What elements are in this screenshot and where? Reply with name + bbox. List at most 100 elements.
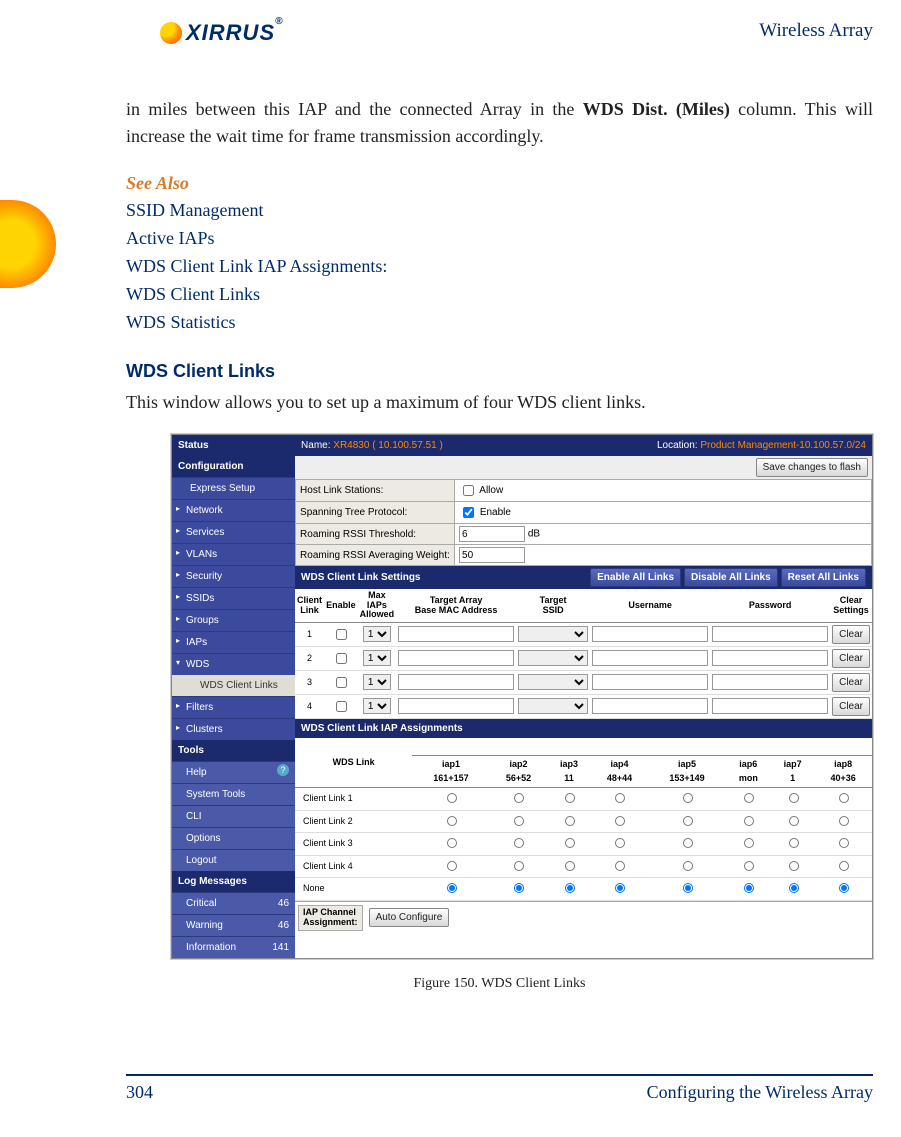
iap-radio[interactable] (789, 838, 799, 848)
sidebar-log-warning[interactable]: Warning46 (172, 914, 295, 936)
enable-checkbox[interactable] (336, 629, 347, 640)
checkbox-enable-stp[interactable] (463, 507, 474, 518)
sidebar-item-filters[interactable]: Filters (172, 696, 295, 718)
sidebar-item-express-setup[interactable]: Express Setup (172, 477, 295, 499)
iap-radio[interactable] (565, 861, 575, 871)
disable-all-links-button[interactable]: Disable All Links (684, 568, 778, 587)
checkbox-allow[interactable] (463, 485, 474, 496)
sidebar-tool-help[interactable]: Help (172, 761, 295, 783)
iap-radio[interactable] (839, 861, 849, 871)
link-active-iaps[interactable]: Active IAPs (126, 225, 873, 253)
sidebar-item-security[interactable]: Security (172, 565, 295, 587)
save-button[interactable]: Save changes to flash (756, 458, 868, 477)
sidebar-sub-wds-client-links[interactable]: WDS Client Links (172, 675, 295, 696)
mac-address-input[interactable] (398, 650, 514, 666)
iap-radio[interactable] (789, 816, 799, 826)
iap-radio[interactable] (447, 883, 457, 893)
iap-radio[interactable] (565, 793, 575, 803)
target-ssid-select[interactable] (518, 626, 588, 642)
password-input[interactable] (712, 674, 828, 690)
username-input[interactable] (592, 626, 708, 642)
iap-radio[interactable] (615, 861, 625, 871)
target-ssid-select[interactable] (518, 650, 588, 666)
enable-checkbox[interactable] (336, 677, 347, 688)
username-input[interactable] (592, 650, 708, 666)
max-iaps-select[interactable]: 1 (363, 698, 391, 714)
input-rssi-threshold[interactable] (459, 526, 525, 542)
sidebar-item-groups[interactable]: Groups (172, 609, 295, 631)
clear-button[interactable]: Clear (832, 697, 870, 716)
iap-radio[interactable] (789, 861, 799, 871)
auto-configure-button[interactable]: Auto Configure (369, 908, 450, 927)
sidebar-log-critical[interactable]: Critical46 (172, 892, 295, 914)
iap-radio[interactable] (839, 793, 849, 803)
sidebar-item-iaps[interactable]: IAPs (172, 631, 295, 653)
sidebar-tool-options[interactable]: Options (172, 827, 295, 849)
sidebar-tool-system-tools[interactable]: System Tools (172, 783, 295, 805)
iap-radio[interactable] (683, 861, 693, 871)
password-input[interactable] (712, 626, 828, 642)
sidebar-item-wds[interactable]: WDS (172, 653, 295, 675)
iap-radio[interactable] (514, 883, 524, 893)
sidebar-configuration[interactable]: Configuration (172, 456, 295, 477)
iap-radio[interactable] (683, 883, 693, 893)
target-ssid-select[interactable] (518, 674, 588, 690)
iap-radio[interactable] (683, 838, 693, 848)
mac-address-input[interactable] (398, 626, 514, 642)
password-input[interactable] (712, 650, 828, 666)
iap-radio[interactable] (615, 793, 625, 803)
clear-button[interactable]: Clear (832, 625, 870, 644)
iap-radio[interactable] (744, 883, 754, 893)
password-input[interactable] (712, 698, 828, 714)
username-input[interactable] (592, 674, 708, 690)
iap-radio[interactable] (514, 838, 524, 848)
iap-radio[interactable] (514, 793, 524, 803)
iap-radio[interactable] (447, 816, 457, 826)
sidebar-status[interactable]: Status (172, 435, 295, 456)
iap-radio[interactable] (744, 838, 754, 848)
link-wds-client-links[interactable]: WDS Client Links (126, 281, 873, 309)
iap-radio[interactable] (447, 838, 457, 848)
sidebar-tool-cli[interactable]: CLI (172, 805, 295, 827)
reset-all-links-button[interactable]: Reset All Links (781, 568, 866, 587)
iap-radio[interactable] (744, 816, 754, 826)
target-ssid-select[interactable] (518, 698, 588, 714)
iap-radio[interactable] (789, 883, 799, 893)
iap-radio[interactable] (744, 793, 754, 803)
iap-radio[interactable] (565, 883, 575, 893)
iap-radio[interactable] (683, 816, 693, 826)
iap-radio[interactable] (839, 838, 849, 848)
iap-radio[interactable] (447, 861, 457, 871)
iap-radio[interactable] (615, 883, 625, 893)
clear-button[interactable]: Clear (832, 673, 870, 692)
enable-checkbox[interactable] (336, 701, 347, 712)
sidebar-log-information[interactable]: Information141 (172, 936, 295, 958)
iap-radio[interactable] (683, 793, 693, 803)
mac-address-input[interactable] (398, 674, 514, 690)
iap-radio[interactable] (839, 883, 849, 893)
enable-all-links-button[interactable]: Enable All Links (590, 568, 681, 587)
max-iaps-select[interactable]: 1 (363, 650, 391, 666)
link-wds-statistics[interactable]: WDS Statistics (126, 309, 873, 337)
iap-radio[interactable] (565, 816, 575, 826)
iap-radio[interactable] (565, 838, 575, 848)
iap-radio[interactable] (615, 838, 625, 848)
iap-radio[interactable] (514, 861, 524, 871)
clear-button[interactable]: Clear (832, 649, 870, 668)
link-wds-iap-assignments[interactable]: WDS Client Link IAP Assignments: (126, 253, 873, 281)
iap-radio[interactable] (839, 816, 849, 826)
input-rssi-weight[interactable] (459, 547, 525, 563)
max-iaps-select[interactable]: 1 (363, 674, 391, 690)
iap-radio[interactable] (447, 793, 457, 803)
max-iaps-select[interactable]: 1 (363, 626, 391, 642)
enable-checkbox[interactable] (336, 653, 347, 664)
iap-radio[interactable] (744, 861, 754, 871)
link-ssid-management[interactable]: SSID Management (126, 197, 873, 225)
sidebar-item-network[interactable]: Network (172, 499, 295, 521)
sidebar-item-vlans[interactable]: VLANs (172, 543, 295, 565)
iap-radio[interactable] (789, 793, 799, 803)
sidebar-tool-logout[interactable]: Logout (172, 849, 295, 871)
sidebar-item-clusters[interactable]: Clusters (172, 718, 295, 740)
username-input[interactable] (592, 698, 708, 714)
sidebar-item-services[interactable]: Services (172, 521, 295, 543)
